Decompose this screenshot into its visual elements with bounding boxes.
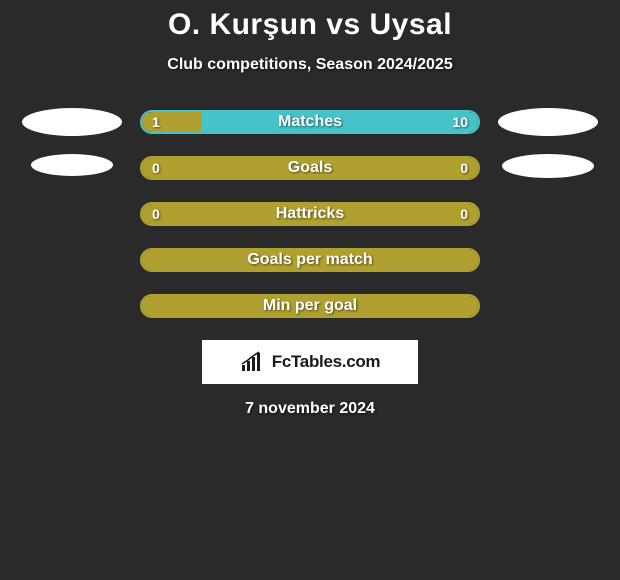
stat-row: 110Matches — [0, 110, 620, 134]
stat-label: Matches — [142, 112, 478, 132]
stat-row: 00Hattricks — [0, 202, 620, 226]
subtitle: Club competitions, Season 2024/2025 — [0, 56, 620, 74]
logo-box[interactable]: FcTables.com — [202, 340, 418, 384]
right-ellipse-slot — [498, 246, 598, 274]
player-left-ellipse — [31, 154, 113, 176]
left-ellipse-slot — [22, 246, 122, 274]
logo-text: FcTables.com — [272, 352, 381, 372]
player-right-ellipse — [502, 154, 594, 178]
right-ellipse-slot — [498, 292, 598, 320]
right-ellipse-slot — [498, 154, 598, 182]
stat-row: Min per goal — [0, 294, 620, 318]
stat-bar: 00Goals — [140, 156, 480, 180]
right-ellipse-slot — [498, 108, 598, 136]
stat-label: Goals per match — [142, 250, 478, 270]
stat-label: Min per goal — [142, 296, 478, 316]
left-ellipse-slot — [22, 292, 122, 320]
player-left-ellipse — [22, 108, 122, 136]
stat-label: Hattricks — [142, 204, 478, 224]
left-ellipse-slot — [22, 200, 122, 228]
stat-label: Goals — [142, 158, 478, 178]
left-ellipse-slot — [22, 108, 122, 136]
stat-rows: 110Matches 00Goals 00Hattricks Goals per ma… — [0, 110, 620, 318]
stat-bar: 110Matches — [140, 110, 480, 134]
stat-row: Goals per match — [0, 248, 620, 272]
stat-bar: Goals per match — [140, 248, 480, 272]
page-title: O. Kurşun vs Uysal — [0, 8, 620, 42]
stat-bar: 00Hattricks — [140, 202, 480, 226]
generation-date: 7 november 2024 — [0, 400, 620, 418]
comparison-infographic: O. Kurşun vs Uysal Club competitions, Se… — [0, 0, 620, 418]
player-right-ellipse — [498, 108, 598, 136]
stat-bar: Min per goal — [140, 294, 480, 318]
chart-bars-icon — [240, 351, 268, 373]
stat-row: 00Goals — [0, 156, 620, 180]
left-ellipse-slot — [22, 154, 122, 182]
right-ellipse-slot — [498, 200, 598, 228]
